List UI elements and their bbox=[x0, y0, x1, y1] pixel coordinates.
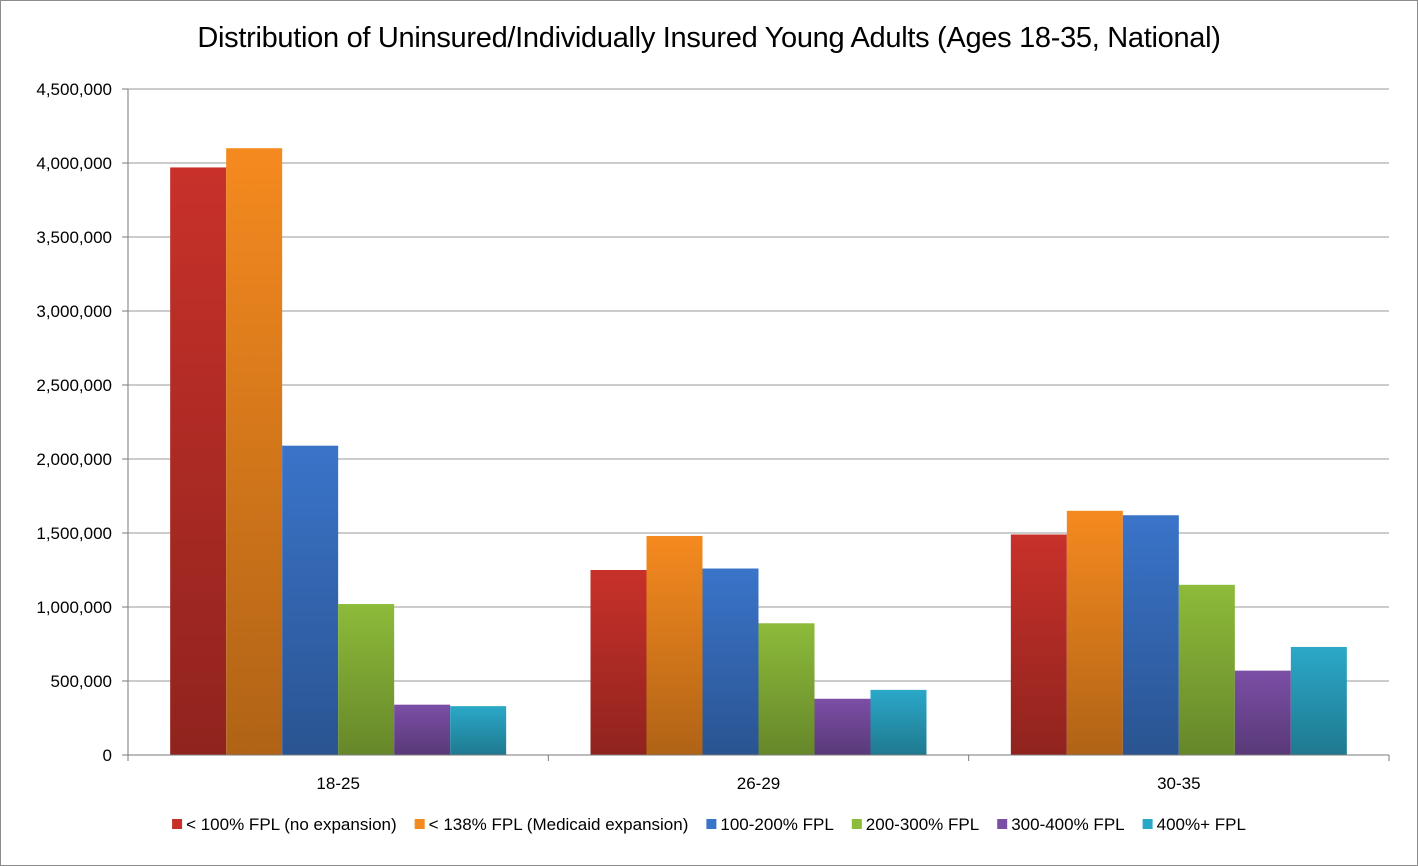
legend-label: 400%+ FPL bbox=[1157, 815, 1246, 834]
bar bbox=[1178, 584, 1235, 755]
axes bbox=[127, 89, 1389, 756]
y-axis-tick-labels: 0 500,000 1,000,000 1,500,000 2,000,000 2,500… bbox=[36, 80, 128, 765]
bar bbox=[1122, 515, 1179, 755]
bar bbox=[394, 704, 451, 755]
bar bbox=[282, 445, 339, 755]
y-tick-label: 0 bbox=[103, 746, 112, 765]
x-tick-label: 18-25 bbox=[316, 774, 359, 793]
bar bbox=[814, 698, 871, 755]
legend-swatch bbox=[706, 819, 717, 829]
legend-label: 200-300% FPL bbox=[866, 815, 979, 834]
legend-item: 300-400% FPL bbox=[997, 815, 1125, 834]
bar bbox=[590, 570, 647, 755]
legend-swatch bbox=[997, 819, 1008, 829]
legend-swatch bbox=[172, 819, 183, 829]
legend-item: < 100% FPL (no expansion) bbox=[172, 815, 397, 834]
x-tick-label: 30-35 bbox=[1157, 774, 1200, 793]
y-tick-label: 1,000,000 bbox=[36, 598, 112, 617]
legend-label: < 138% FPL (Medicaid expansion) bbox=[429, 815, 689, 834]
y-tick-label: 1,500,000 bbox=[36, 524, 112, 543]
y-tick-label: 2,000,000 bbox=[36, 450, 112, 469]
y-tick-label: 2,500,000 bbox=[36, 376, 112, 395]
bar bbox=[450, 706, 507, 755]
legend-item: < 138% FPL (Medicaid expansion) bbox=[414, 815, 689, 834]
bar bbox=[170, 167, 227, 755]
bar bbox=[1290, 646, 1347, 755]
legend-swatch bbox=[1142, 819, 1153, 829]
chart-title: Distribution of Uninsured/Individually I… bbox=[197, 22, 1221, 54]
legend-label: < 100% FPL (no expansion) bbox=[186, 815, 397, 834]
legend-item: 200-300% FPL bbox=[851, 815, 979, 834]
bar bbox=[1234, 670, 1291, 755]
x-tick-label: 26-29 bbox=[737, 774, 780, 793]
legend-label: 100-200% FPL bbox=[720, 815, 833, 834]
bars bbox=[170, 148, 1347, 755]
legend-swatch bbox=[414, 819, 425, 829]
legend-swatch bbox=[851, 819, 862, 829]
y-tick-label: 500,000 bbox=[51, 672, 112, 691]
legend-label: 300-400% FPL bbox=[1011, 815, 1124, 834]
bar bbox=[870, 689, 927, 755]
legend-item: 100-200% FPL bbox=[706, 815, 834, 834]
bar bbox=[646, 535, 703, 755]
x-axis-tick-labels: 18-25 26-29 30-35 bbox=[127, 755, 1390, 793]
legend-item: 400%+ FPL bbox=[1142, 815, 1246, 834]
bar bbox=[226, 148, 283, 755]
bar bbox=[338, 604, 395, 755]
y-tick-label: 4,000,000 bbox=[36, 154, 112, 173]
bar bbox=[1010, 534, 1067, 755]
bar bbox=[758, 623, 815, 755]
y-tick-label: 3,500,000 bbox=[36, 228, 112, 247]
bar bbox=[1066, 510, 1123, 755]
y-tick-label: 4,500,000 bbox=[36, 80, 112, 99]
bar bbox=[702, 568, 759, 755]
legend: < 100% FPL (no expansion) < 138% FPL (Med… bbox=[172, 815, 1246, 834]
y-tick-label: 3,000,000 bbox=[36, 302, 112, 321]
